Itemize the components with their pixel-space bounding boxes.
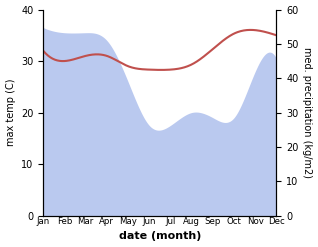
Y-axis label: med. precipitation (kg/m2): med. precipitation (kg/m2) [302,47,313,178]
Y-axis label: max temp (C): max temp (C) [5,79,16,146]
X-axis label: date (month): date (month) [119,231,201,242]
